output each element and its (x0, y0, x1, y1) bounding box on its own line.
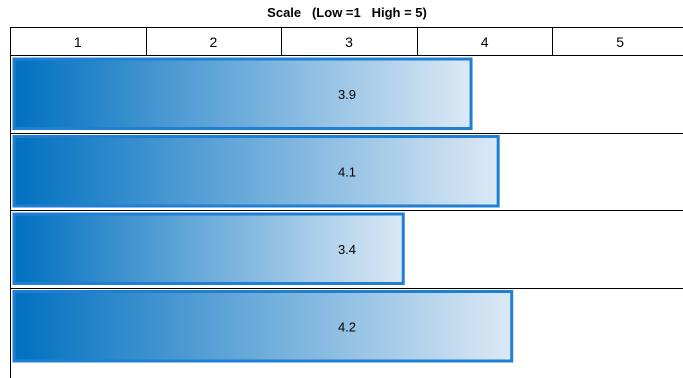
bar-value-label: 4.2 (338, 319, 356, 334)
grid-lines (10, 27, 683, 378)
bars (12, 57, 514, 363)
scale-tick-label: 4 (481, 34, 489, 50)
scale-tick-label: 1 (74, 34, 82, 50)
scale-tick-label: 2 (210, 34, 218, 50)
bar (12, 212, 405, 285)
scale-tick-labels: 1 2 3 4 5 (74, 34, 624, 50)
bar-value-label: 3.9 (338, 87, 356, 102)
chart-title: Scale (Low =1 High = 5) (267, 5, 427, 20)
bar (12, 135, 500, 208)
bar-value-label: 3.4 (338, 242, 356, 257)
bar (12, 290, 514, 363)
bar (12, 57, 473, 130)
bar-value-labels: 3.9 4.1 3.4 4.2 (338, 87, 356, 335)
scale-tick-label: 5 (616, 34, 624, 50)
scale-tick-label: 3 (345, 34, 353, 50)
bar-value-label: 4.1 (338, 164, 356, 179)
